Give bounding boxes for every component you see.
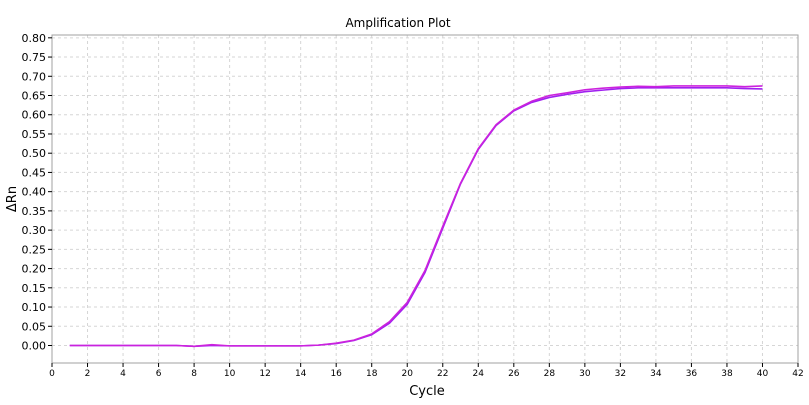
plot-area-frame	[51, 34, 799, 364]
x-tick-label: 30	[579, 369, 591, 379]
x-axis-ticks: 0 2 4 6 8 10 12 14 16 18 20 22 24 26 28 30 32 34 36 38 40 42	[49, 363, 804, 379]
y-tick-label: 0.30	[22, 224, 47, 237]
y-tick-label: 0.10	[22, 301, 47, 314]
x-tick-label: 24	[473, 369, 485, 379]
y-tick-label: 0.15	[22, 282, 47, 295]
y-tick-label: 0.60	[22, 109, 47, 122]
y-tick-label: 0.40	[22, 186, 47, 199]
y-tick-label: 0.35	[22, 205, 47, 218]
x-axis-label: Cycle	[409, 384, 445, 399]
x-tick-label: 26	[508, 369, 520, 379]
series-lines	[69, 85, 763, 348]
y-tick-label: 0.45	[22, 166, 47, 179]
y-axis-label: ΔRn	[5, 186, 20, 212]
y-tick-label: 0.70	[22, 70, 47, 83]
x-tick-label: 32	[615, 369, 626, 379]
x-tick-label: 28	[544, 369, 556, 379]
x-tick-label: 40	[757, 369, 769, 379]
series-line-2	[69, 85, 763, 348]
x-tick-label: 4	[120, 369, 126, 379]
x-tick-label: 0	[49, 369, 55, 379]
x-tick-label: 10	[224, 369, 236, 379]
x-tick-label: 2	[85, 369, 91, 379]
x-tick-label: 42	[792, 369, 803, 379]
x-tick-label: 16	[330, 369, 342, 379]
x-tick-label: 12	[259, 369, 270, 379]
x-tick-label: 38	[721, 369, 733, 379]
x-tick-label: 22	[437, 369, 448, 379]
chart-title: Amplification Plot	[345, 16, 450, 30]
y-tick-label: 0.65	[22, 90, 47, 103]
x-tick-label: 34	[650, 369, 662, 379]
x-tick-label: 36	[686, 369, 698, 379]
y-tick-label: 0.25	[22, 243, 47, 256]
x-tick-label: 8	[191, 369, 197, 379]
y-tick-label: 0.05	[22, 320, 47, 333]
y-axis-ticks: 0.00 0.05 0.10 0.15 0.20 0.25 0.30 0.35 0.40 0.45…	[22, 32, 52, 353]
y-tick-label: 0.80	[22, 32, 47, 45]
y-tick-label: 0.75	[22, 51, 47, 64]
x-tick-label: 14	[295, 369, 307, 379]
y-tick-label: 0.20	[22, 263, 47, 276]
grid-lines	[52, 35, 798, 363]
y-tick-label: 0.50	[22, 147, 47, 160]
x-tick-label: 18	[366, 369, 378, 379]
y-tick-label: 0.00	[22, 340, 47, 353]
x-tick-label: 6	[156, 369, 162, 379]
x-tick-label: 20	[402, 369, 414, 379]
y-tick-label: 0.55	[22, 128, 47, 141]
